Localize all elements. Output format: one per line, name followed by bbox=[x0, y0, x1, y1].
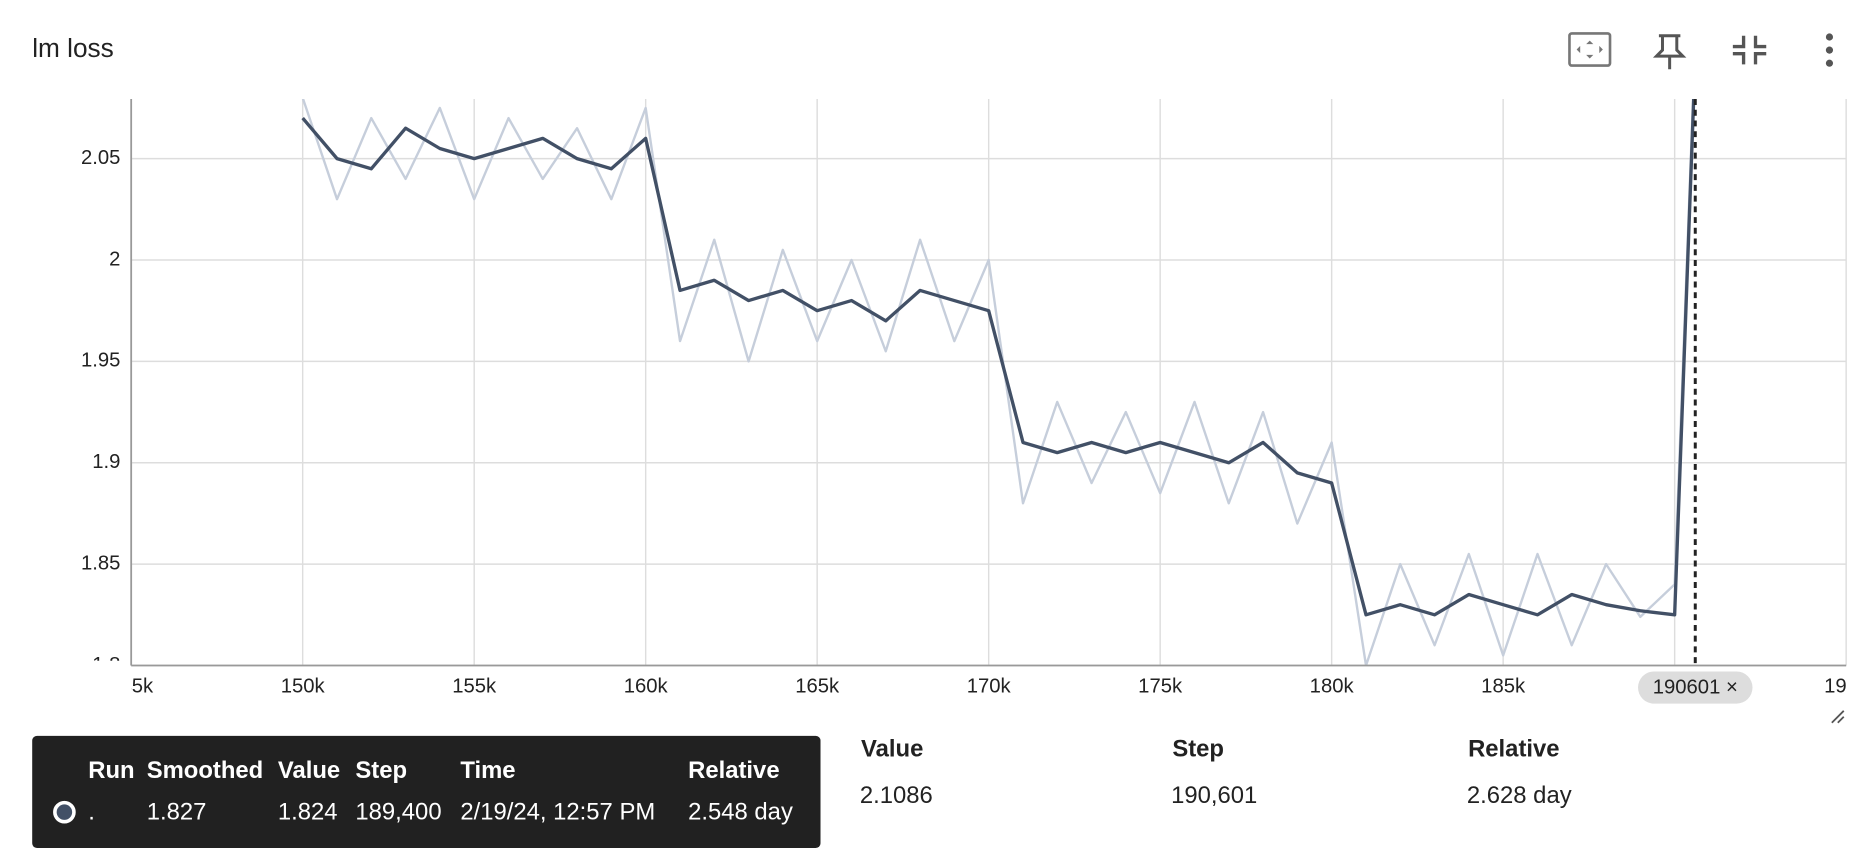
plot-lines bbox=[301, 99, 1696, 666]
tooltip-header: Step bbox=[355, 757, 407, 784]
x-tick-label: 165k bbox=[795, 675, 840, 697]
tooltip-cell: 189,400 bbox=[355, 799, 441, 826]
tooltip-header: Time bbox=[460, 757, 515, 784]
card-title: lm loss bbox=[32, 33, 114, 63]
tooltip-cell: . bbox=[88, 799, 95, 826]
x-tick-label: 145k bbox=[109, 675, 154, 697]
x-tick-label: 185k bbox=[1481, 675, 1526, 697]
tooltip-header: Smoothed bbox=[147, 757, 264, 784]
y-tick-label: 1.8 bbox=[92, 654, 120, 676]
step-marker-chip[interactable] bbox=[1638, 671, 1753, 704]
tooltip-run-dot bbox=[53, 800, 76, 824]
tooltip-header: Run bbox=[88, 757, 134, 784]
step-marker-label[interactable]: 190601 × bbox=[1653, 677, 1738, 699]
x-tick-label: 155k bbox=[452, 675, 497, 697]
tooltip-cell: 2/19/24, 12:57 PM bbox=[460, 799, 655, 826]
table-cell: 190,601 bbox=[1171, 782, 1257, 809]
table-header[interactable]: Value bbox=[861, 735, 923, 762]
y-tick-labels: 1.8 1.85 1.9 1.95 2 2.05 bbox=[81, 147, 120, 676]
tooltip-header: Relative bbox=[688, 757, 779, 784]
collapse-button[interactable] bbox=[1732, 35, 1767, 65]
x-tick-label: 195k bbox=[1824, 675, 1869, 697]
more-menu-button[interactable] bbox=[1825, 33, 1834, 67]
resize-handle[interactable] bbox=[1831, 710, 1845, 724]
table-cell: 2.628 day bbox=[1467, 782, 1572, 809]
tooltip-cell: 1.827 bbox=[147, 799, 207, 826]
y-tick-label: 1.95 bbox=[81, 350, 120, 372]
x-tick-label: 180k bbox=[1310, 675, 1355, 697]
tooltip-cell: 1.824 bbox=[278, 799, 338, 826]
y-tick-label: 1.9 bbox=[92, 451, 120, 473]
x-tick-label: 160k bbox=[624, 675, 669, 697]
tooltip-background bbox=[32, 735, 821, 848]
pin-button[interactable] bbox=[1652, 34, 1687, 70]
plot-area: 145k150k155k160k165k170k175k180k185k190k… bbox=[81, 99, 1869, 704]
fit-domain-button[interactable] bbox=[1568, 32, 1612, 67]
tooltip: Run Smoothed Value Step Time Relative. 1.827 1.… bbox=[32, 735, 821, 848]
tooltip-header: Value bbox=[278, 757, 340, 784]
smoothed-line bbox=[301, 99, 1696, 617]
y-tick-label: 2.05 bbox=[81, 147, 120, 169]
x-tick-label: 150k bbox=[281, 675, 326, 697]
table-header[interactable]: Relative bbox=[1468, 735, 1559, 762]
table-header[interactable]: Step bbox=[1172, 735, 1224, 762]
table-cell: 2.1086 bbox=[860, 782, 933, 809]
x-tick-label: 175k bbox=[1138, 675, 1183, 697]
x-tick-label: 170k bbox=[967, 675, 1012, 697]
y-tick-label: 2 bbox=[109, 248, 120, 270]
y-tick-label: 1.85 bbox=[81, 552, 120, 574]
tooltip-cell: 2.548 day bbox=[688, 799, 793, 826]
